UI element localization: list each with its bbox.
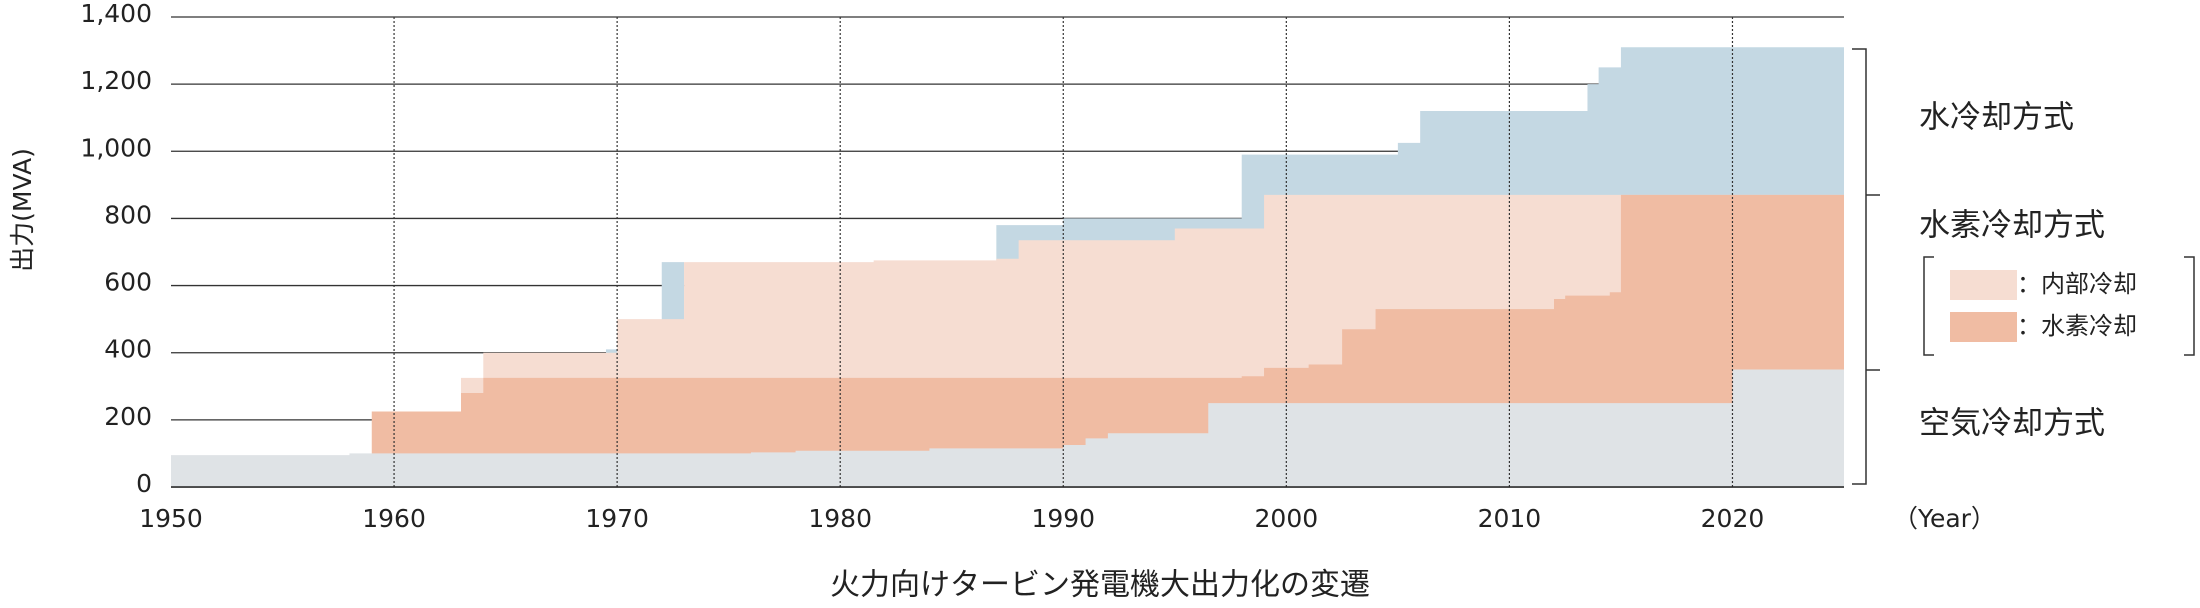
brackets bbox=[1852, 48, 2195, 485]
legend-label: 空気冷却方式 bbox=[1919, 406, 2105, 442]
x-tick-label: 1970 bbox=[585, 504, 649, 533]
y-tick-label: 1,400 bbox=[80, 0, 152, 28]
x-tick-label: 1950 bbox=[139, 504, 203, 533]
y-tick-label: 400 bbox=[104, 335, 152, 364]
legend-bracket bbox=[1923, 256, 2195, 356]
legend-label: ：水素冷却 bbox=[2017, 312, 2137, 340]
y-tick-label: 1,200 bbox=[80, 66, 152, 95]
x-tick-label: 1990 bbox=[1031, 504, 1095, 533]
y-tick-label: 0 bbox=[136, 469, 152, 498]
y-tick-label: 600 bbox=[104, 268, 152, 297]
right-bracket bbox=[1852, 48, 1880, 485]
y-tick-label: 1,000 bbox=[80, 133, 152, 162]
x-tick-label: 2010 bbox=[1478, 504, 1542, 533]
y-tick-label: 200 bbox=[104, 402, 152, 431]
legend-label: ：内部冷却 bbox=[2017, 270, 2137, 298]
group-label: 水素冷却方式 bbox=[1919, 208, 2105, 244]
y-tick-label: 800 bbox=[104, 200, 152, 229]
x-unit: （Year） bbox=[1893, 504, 1996, 533]
area bbox=[171, 369, 1844, 487]
y-axis-label: 出力(MVA) bbox=[8, 148, 37, 272]
legend-label: 水冷却方式 bbox=[1919, 100, 2074, 136]
legend-swatch bbox=[1950, 312, 2017, 342]
chart-title: 火力向けタービン発電機大出力化の変遷 bbox=[830, 568, 1370, 603]
x-tick-label: 2000 bbox=[1255, 504, 1319, 533]
legend-swatch bbox=[1950, 270, 2017, 300]
x-tick-label: 2020 bbox=[1701, 504, 1765, 533]
x-tick-label: 1960 bbox=[362, 504, 426, 533]
x-tick-label: 1980 bbox=[808, 504, 872, 533]
